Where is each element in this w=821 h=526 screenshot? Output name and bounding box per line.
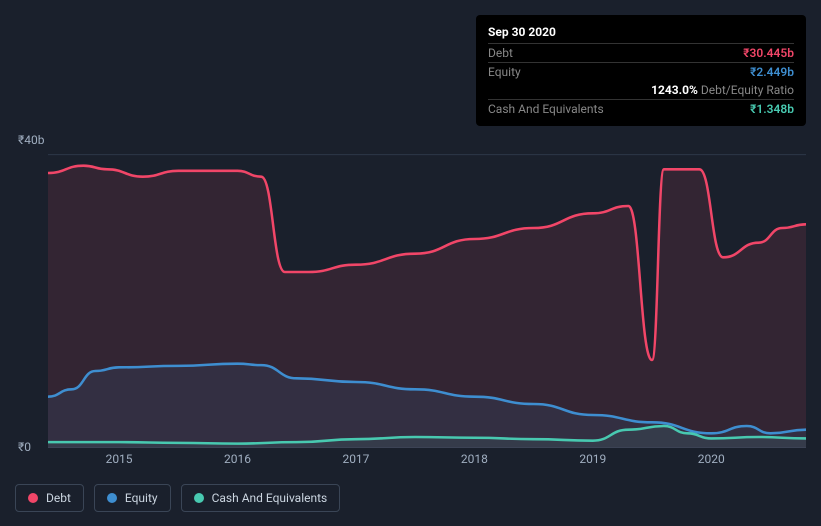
tooltip-row-cash: Cash And Equivalents ₹1.348b xyxy=(488,99,794,118)
ratio-label: Debt/Equity Ratio xyxy=(701,83,794,97)
tooltip-row-equity: Equity ₹2.449b xyxy=(488,62,794,81)
tooltip-label: Equity xyxy=(488,65,521,79)
x-axis-tick: 2016 xyxy=(224,452,251,466)
legend-label: Equity xyxy=(125,491,158,505)
x-axis-tick: 2019 xyxy=(579,452,606,466)
legend-label: Cash And Equivalents xyxy=(212,491,328,505)
y-axis-label-top: ₹40b xyxy=(18,133,44,147)
legend-item-debt[interactable]: Debt xyxy=(15,484,84,512)
tooltip-ratio: 1243.0% Debt/Equity Ratio xyxy=(488,81,794,99)
legend-item-equity[interactable]: Equity xyxy=(94,484,171,512)
tooltip-row-debt: Debt ₹30.445b xyxy=(488,43,794,62)
legend-label: Debt xyxy=(46,491,71,505)
legend-dot-icon xyxy=(194,493,204,503)
tooltip-label: Cash And Equivalents xyxy=(488,102,604,116)
legend-item-cash[interactable]: Cash And Equivalents xyxy=(181,484,341,512)
chart-plot[interactable] xyxy=(48,140,806,448)
x-axis-tick: 2018 xyxy=(461,452,488,466)
x-axis-tick: 2020 xyxy=(698,452,725,466)
legend-dot-icon xyxy=(28,493,38,503)
x-axis-tick: 2015 xyxy=(106,452,133,466)
tooltip-label: Debt xyxy=(488,46,513,60)
legend-dot-icon xyxy=(107,493,117,503)
x-axis-tick: 2017 xyxy=(342,452,369,466)
legend: Debt Equity Cash And Equivalents xyxy=(15,484,340,512)
chart-tooltip: Sep 30 2020 Debt ₹30.445b Equity ₹2.449b… xyxy=(476,15,806,126)
x-axis-labels: 2015 2016 2017 2018 2019 2020 xyxy=(48,452,806,470)
y-axis-label-bottom: ₹0 xyxy=(18,440,31,454)
tooltip-value: ₹2.449b xyxy=(750,65,794,79)
chart-svg xyxy=(48,140,806,448)
ratio-value: 1243.0% xyxy=(651,83,698,97)
tooltip-value: ₹1.348b xyxy=(750,102,794,116)
chart-container: ₹40b ₹0 2015 2016 2017 2018 2019 2020 Debt Eq… xyxy=(0,120,821,526)
tooltip-date: Sep 30 2020 xyxy=(488,23,794,43)
tooltip-value: ₹30.445b xyxy=(743,46,794,60)
